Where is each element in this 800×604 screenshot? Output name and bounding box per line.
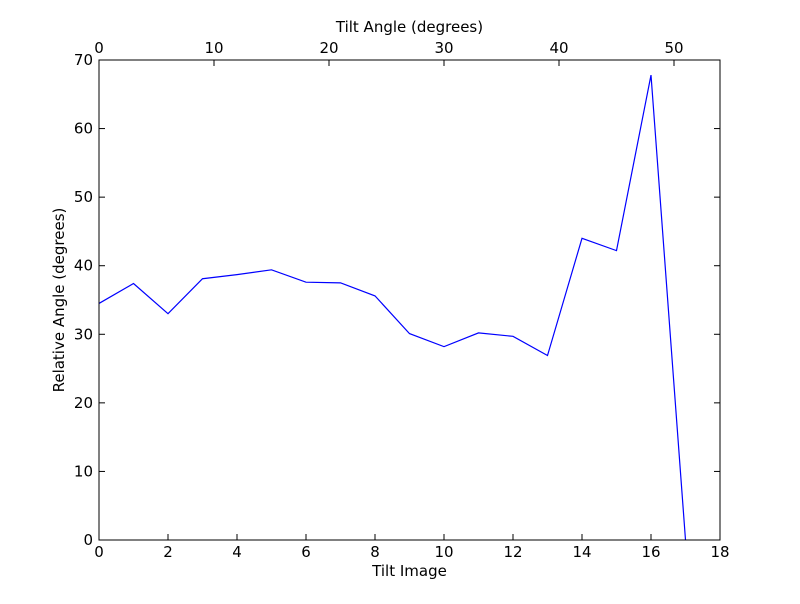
- top-x-tick-label: 30: [434, 39, 453, 57]
- x-tick-label: 2: [163, 543, 173, 561]
- top-x-tick-label: 20: [319, 39, 338, 57]
- y-tick-label: 0: [83, 531, 93, 549]
- y-axis-label: Relative Angle (degrees): [50, 208, 68, 393]
- x-tick-label: 12: [503, 543, 522, 561]
- x-tick-label: 18: [710, 543, 729, 561]
- y-tick-label: 60: [74, 120, 93, 138]
- y-tick-label: 40: [74, 257, 93, 275]
- x-tick-label: 10: [434, 543, 453, 561]
- x-tick-label: 4: [232, 543, 242, 561]
- x-tick-label: 16: [641, 543, 660, 561]
- top-x-tick-label: 50: [664, 39, 683, 57]
- x-axis-label: Tilt Image: [371, 562, 447, 580]
- ticks-layer: 0 2 4 6 8 10 12 14 16 18 0 10 20 30 40 50 0 10 20 30 40 50 60 7…: [74, 39, 730, 561]
- top-x-tick-label: 10: [204, 39, 223, 57]
- x-tick-label: 8: [370, 543, 380, 561]
- top-x-axis-label: Tilt Angle (degrees): [335, 18, 483, 36]
- plot-frame: [98, 59, 721, 541]
- series-layer: [98, 74, 687, 541]
- series-line: [98, 74, 687, 541]
- y-tick-label: 30: [74, 325, 93, 343]
- x-tick-label: 0: [94, 543, 104, 561]
- y-tick-label: 10: [74, 462, 93, 480]
- x-tick-label: 6: [301, 543, 311, 561]
- y-tick-label: 20: [74, 394, 93, 412]
- top-x-tick-label: 0: [94, 39, 104, 57]
- top-x-tick-label: 40: [549, 39, 568, 57]
- x-tick-label: 14: [572, 543, 591, 561]
- y-tick-label: 50: [74, 188, 93, 206]
- y-tick-label: 70: [74, 51, 93, 69]
